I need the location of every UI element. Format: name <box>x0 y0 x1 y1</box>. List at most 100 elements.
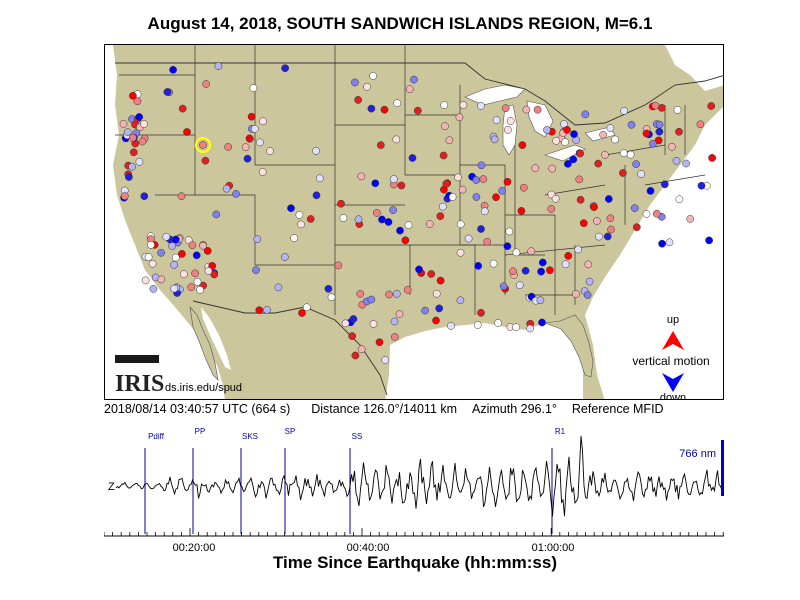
station-dot <box>599 130 607 139</box>
phase-label-r1: R1 <box>555 427 566 436</box>
station-map: IRIS ds.iris.edu/spud up vertical motion… <box>104 44 724 400</box>
station-dot <box>675 127 683 136</box>
station-dot <box>604 195 613 203</box>
station-dot <box>574 245 583 254</box>
reference-station-ring <box>194 136 212 154</box>
station-dot <box>456 220 465 229</box>
station-dot <box>448 193 457 201</box>
station-dot <box>584 260 593 269</box>
station-dot <box>512 323 520 332</box>
station-dot <box>312 147 320 155</box>
lake-superior <box>464 84 526 106</box>
station-dot <box>212 210 221 219</box>
station-dot <box>405 85 414 93</box>
station-dot <box>526 324 534 333</box>
station-dot <box>561 260 570 269</box>
station-dot <box>421 306 429 315</box>
station-dot <box>408 154 417 162</box>
baja-california <box>189 306 219 381</box>
station-dot <box>538 318 546 327</box>
station-dot <box>369 320 378 328</box>
station-dot <box>551 194 560 203</box>
station-dot <box>372 209 381 217</box>
station-dot <box>120 192 129 200</box>
station-dot <box>168 242 177 250</box>
station-dot <box>509 267 517 276</box>
station-dot <box>315 174 324 183</box>
station-dot <box>660 180 669 189</box>
phase-label-pp: PP <box>195 427 206 436</box>
station-dot <box>498 186 507 195</box>
phase-label-sp: SP <box>285 427 296 436</box>
station-dot <box>148 259 157 268</box>
station-dot <box>519 183 528 192</box>
station-dot <box>302 303 311 312</box>
station-dot <box>129 91 137 100</box>
station-dot <box>564 252 573 260</box>
station-dot <box>454 173 462 182</box>
amplitude-scale-bar <box>721 440 724 496</box>
station-dot <box>369 72 378 80</box>
station-dot <box>381 356 390 364</box>
station-dot <box>682 159 690 168</box>
station-dot <box>521 266 530 275</box>
reference-station: Reference MFID <box>571 402 664 416</box>
station-dot <box>572 290 580 298</box>
station-dot <box>281 64 289 73</box>
station-dot <box>585 277 594 286</box>
station-dot <box>705 236 713 245</box>
station-dot <box>354 215 363 224</box>
station-dot <box>483 237 492 246</box>
station-dot <box>397 181 406 190</box>
station-dot <box>187 283 196 292</box>
station-dot <box>298 309 306 317</box>
station-dot <box>503 177 512 186</box>
station-dot <box>327 293 336 302</box>
station-dot <box>129 148 138 157</box>
station-dot <box>192 251 201 260</box>
station-dot <box>593 217 601 225</box>
station-dot <box>441 122 449 131</box>
station-dot <box>349 315 358 323</box>
station-dot <box>606 124 615 132</box>
station-dot <box>274 283 283 292</box>
station-dot <box>295 211 304 219</box>
station-dot <box>432 289 441 298</box>
station-dot <box>425 220 434 228</box>
station-dot <box>575 175 584 184</box>
florida <box>544 314 594 378</box>
z-component-label: Z <box>108 481 115 493</box>
distance: Distance 126.0°/14011 km <box>311 402 458 416</box>
station-dot <box>652 209 661 218</box>
station-dot <box>232 190 240 198</box>
station-dot <box>492 193 500 202</box>
station-dot <box>435 304 444 313</box>
station-dot <box>210 270 219 279</box>
station-dot <box>224 143 233 151</box>
station-dot <box>170 284 179 293</box>
time-axis-ticks <box>103 528 724 536</box>
phase-label-sks: SKS <box>242 432 258 441</box>
station-dot <box>203 247 212 255</box>
reference-station-dot <box>199 141 207 149</box>
station-dot <box>324 284 333 293</box>
station-dot <box>474 262 483 270</box>
station-dot <box>357 172 366 181</box>
station-dot <box>490 135 499 144</box>
station-dot <box>455 113 464 122</box>
station-dot <box>480 207 489 216</box>
station-dot <box>149 285 158 293</box>
map-svg: IRIS ds.iris.edu/spud up vertical motion… <box>105 45 723 399</box>
up-arrow-icon <box>662 331 684 350</box>
station-dot <box>436 212 445 220</box>
station-dot <box>499 282 508 291</box>
station-dot <box>389 206 397 214</box>
station-dot <box>367 104 376 113</box>
station-dot <box>456 296 465 305</box>
station-dot <box>392 289 401 298</box>
station-dot <box>306 215 315 223</box>
station-dot <box>642 129 651 138</box>
station-dot <box>157 248 165 257</box>
station-dot <box>177 192 186 201</box>
seismogram-svg: Pdiff PP SKS SP SS R1 Z 766 nm <box>103 427 724 537</box>
